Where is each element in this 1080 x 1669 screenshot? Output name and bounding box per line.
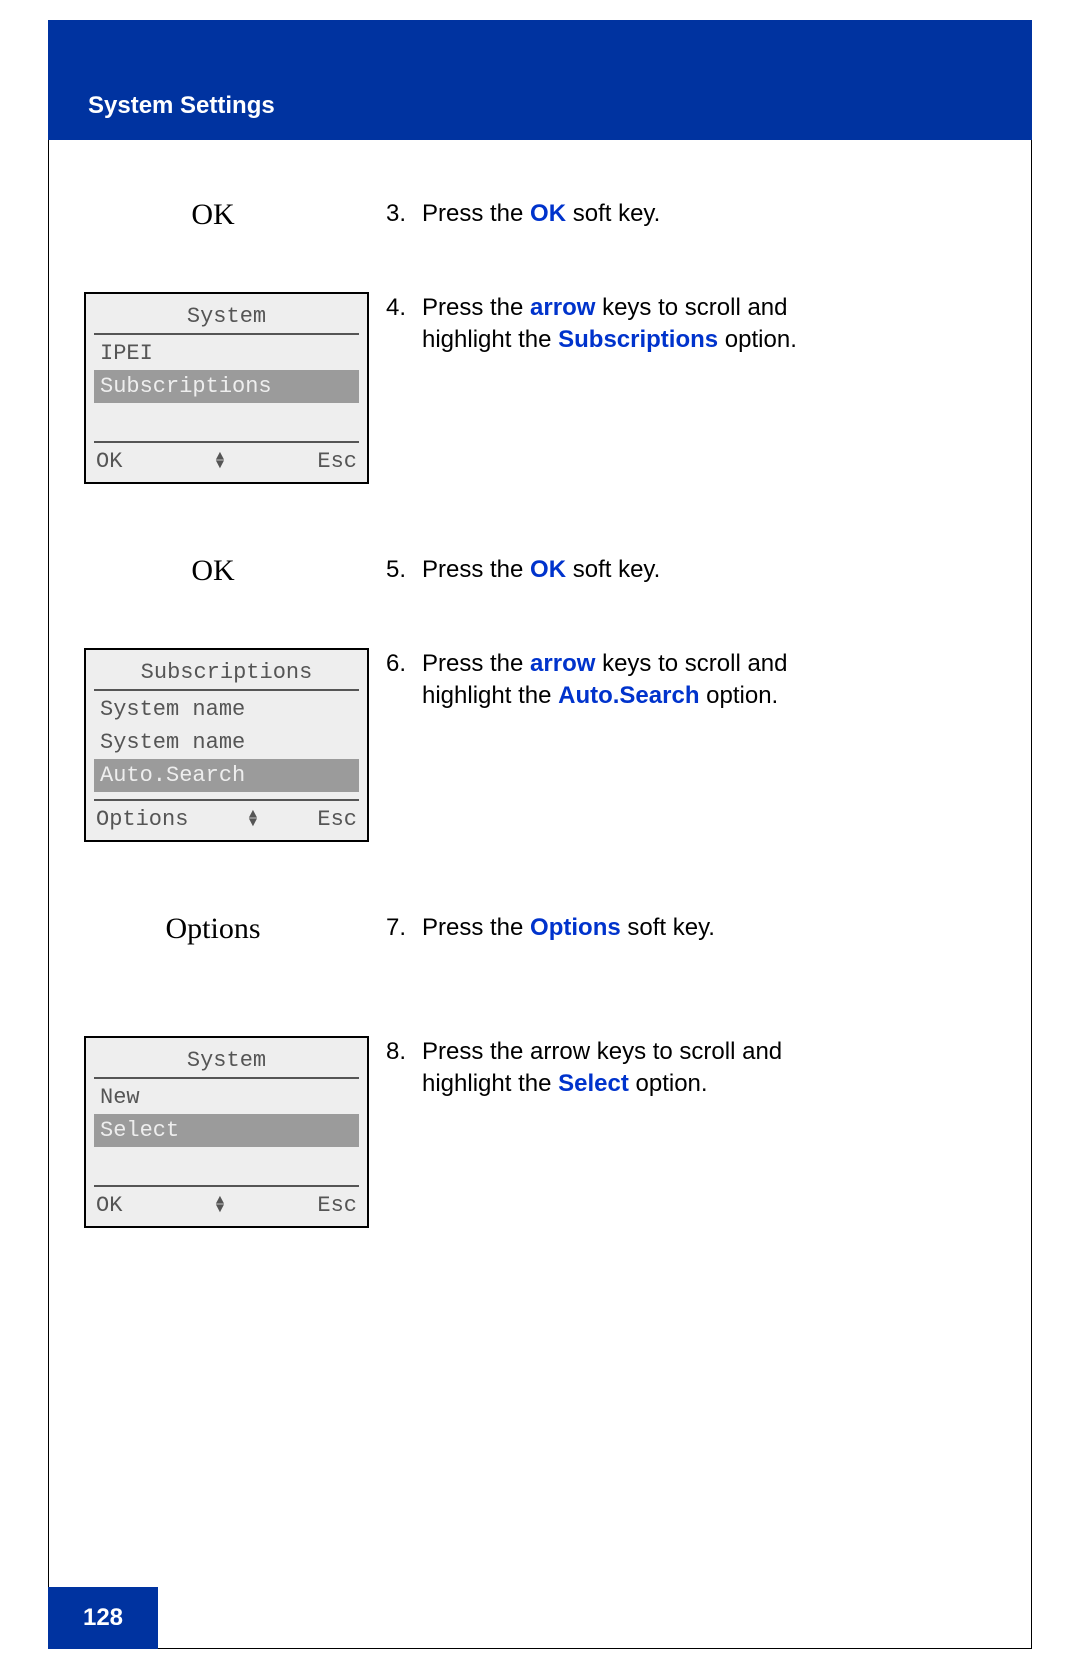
lcd-title: System <box>94 300 359 335</box>
lcd-title: Subscriptions <box>94 656 359 691</box>
lcd-item-autosearch: Auto.Search <box>94 759 359 792</box>
lcd-item-select: Select <box>94 1114 359 1147</box>
lcd-body: IPEI Subscriptions <box>94 335 359 443</box>
lcd-right-softkey: Esc <box>317 449 357 474</box>
lcd-item-new: New <box>94 1081 359 1114</box>
step-3-text: Press the OK soft key. <box>422 198 1012 230</box>
step-7-key: Options <box>48 912 378 946</box>
lcd-footer: OK ▲▼ Esc <box>94 443 359 476</box>
text-fragment: option. <box>718 326 797 353</box>
step-7-instruction: 7. Press the Options soft key. <box>378 912 1032 944</box>
ok-keyword: OK <box>530 556 566 583</box>
step-8-lcd-col: System New Select OK ▲▼ Esc <box>48 1036 378 1228</box>
header-title: System Settings <box>88 92 275 120</box>
updown-arrow-icon: ▲▼ <box>216 454 224 469</box>
lcd-footer: Options ▲▼ Esc <box>94 801 359 834</box>
options-keyword: Options <box>530 914 621 941</box>
header-bar: System Settings <box>48 20 1032 140</box>
ok-keyword: OK <box>530 200 566 227</box>
lcd-body: System name System name Auto.Search <box>94 691 359 801</box>
text-fragment: highlight the <box>422 326 558 353</box>
text-fragment: Press the <box>422 650 530 677</box>
step-8-number: 8. <box>378 1036 422 1101</box>
updown-arrow-icon: ▲▼ <box>216 1198 224 1213</box>
step-6-number: 6. <box>378 648 422 713</box>
step-5-instruction: 5. Press the OK soft key. <box>378 554 1032 586</box>
step-7-row: Options 7. Press the Options soft key. <box>48 912 1032 946</box>
text-fragment: soft key. <box>621 914 715 941</box>
step-3-instruction: 3. Press the OK soft key. <box>378 198 1032 230</box>
lcd-item-sysname2: System name <box>94 726 359 759</box>
step-4-row: System IPEI Subscriptions OK ▲▼ Esc 4. P… <box>48 292 1032 484</box>
step-6-text: Press the arrow keys to scroll and highl… <box>422 648 1012 713</box>
text-fragment: soft key. <box>566 200 660 227</box>
step-6-row: Subscriptions System name System name Au… <box>48 648 1032 842</box>
step-5-key: OK <box>48 554 378 588</box>
ok-key-label: OK <box>48 554 378 588</box>
text-fragment: keys to scroll and <box>595 650 787 677</box>
step-3-row: OK 3. Press the OK soft key. <box>48 198 1032 232</box>
page-number: 128 <box>83 1604 123 1632</box>
step-8-row: System New Select OK ▲▼ Esc 8. Press the… <box>48 1036 1032 1228</box>
lcd-right-softkey: Esc <box>317 1193 357 1218</box>
updown-arrow-icon: ▲▼ <box>249 812 257 827</box>
text-fragment: soft key. <box>566 556 660 583</box>
options-key-label: Options <box>48 912 378 946</box>
step-7-number: 7. <box>378 912 422 944</box>
step-8-text: Press the arrow keys to scroll and highl… <box>422 1036 1012 1101</box>
step-3-key: OK <box>48 198 378 232</box>
lcd-screen-system2: System New Select OK ▲▼ Esc <box>84 1036 369 1228</box>
step-6-instruction: 6. Press the arrow keys to scroll and hi… <box>378 648 1032 713</box>
text-fragment: option. <box>629 1070 708 1097</box>
text-fragment: Press the <box>422 294 530 321</box>
lcd-footer: OK ▲▼ Esc <box>94 1187 359 1220</box>
text-fragment: highlight the <box>422 682 558 709</box>
step-5-row: OK 5. Press the OK soft key. <box>48 554 1032 588</box>
step-5-text: Press the OK soft key. <box>422 554 1012 586</box>
text-fragment: option. <box>699 682 778 709</box>
text-fragment: Press the <box>422 914 530 941</box>
lcd-item-ipei: IPEI <box>94 337 359 370</box>
arrow-keyword: arrow <box>530 650 595 677</box>
text-fragment: keys to scroll and <box>595 294 787 321</box>
step-4-text: Press the arrow keys to scroll and highl… <box>422 292 1012 357</box>
step-3-number: 3. <box>378 198 422 230</box>
step-7-text: Press the Options soft key. <box>422 912 1012 944</box>
step-6-lcd-col: Subscriptions System name System name Au… <box>48 648 378 842</box>
lcd-left-softkey: OK <box>96 449 122 474</box>
arrow-keyword: arrow <box>530 294 595 321</box>
lcd-screen-system: System IPEI Subscriptions OK ▲▼ Esc <box>84 292 369 484</box>
text-fragment: Press the <box>422 200 530 227</box>
step-4-number: 4. <box>378 292 422 357</box>
lcd-left-softkey: OK <box>96 1193 122 1218</box>
content-area: OK 3. Press the OK soft key. System IPEI… <box>48 170 1032 1252</box>
lcd-left-softkey: Options <box>96 807 188 832</box>
step-8-instruction: 8. Press the arrow keys to scroll and hi… <box>378 1036 1032 1101</box>
lcd-body: New Select <box>94 1079 359 1187</box>
lcd-screen-subscriptions: Subscriptions System name System name Au… <box>84 648 369 842</box>
step-4-instruction: 4. Press the arrow keys to scroll and hi… <box>378 292 1032 357</box>
lcd-item-sysname1: System name <box>94 693 359 726</box>
step-4-lcd-col: System IPEI Subscriptions OK ▲▼ Esc <box>48 292 378 484</box>
lcd-title: System <box>94 1044 359 1079</box>
text-fragment: Press the <box>422 556 530 583</box>
autosearch-keyword: Auto.Search <box>558 682 699 709</box>
select-keyword: Select <box>558 1070 629 1097</box>
lcd-right-softkey: Esc <box>317 807 357 832</box>
step-5-number: 5. <box>378 554 422 586</box>
text-fragment: highlight the <box>422 1070 558 1097</box>
subscriptions-keyword: Subscriptions <box>558 326 718 353</box>
lcd-item-subscriptions: Subscriptions <box>94 370 359 403</box>
ok-key-label: OK <box>48 198 378 232</box>
page-number-box: 128 <box>48 1587 158 1649</box>
text-fragment: Press the arrow keys to scroll and <box>422 1038 782 1065</box>
